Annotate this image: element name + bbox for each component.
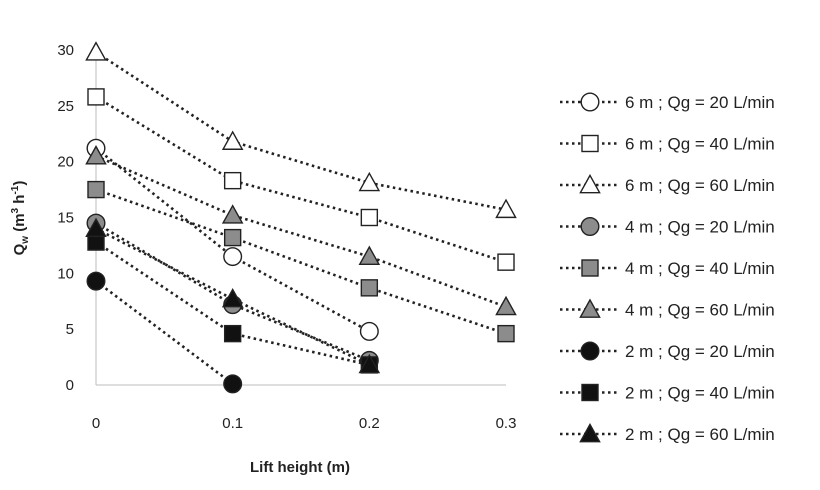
data-point: [358, 171, 381, 192]
y-axis-title-unit-close: ): [11, 181, 28, 186]
data-point: [223, 324, 242, 343]
legend-marker: [580, 92, 600, 112]
data-point: [360, 279, 379, 297]
x-tick-label: 0.2: [359, 415, 380, 432]
legend-label: 6 m ; Qg = 40 L/min: [625, 135, 775, 154]
data-point: [360, 208, 379, 227]
data-point: [223, 171, 242, 190]
legend-item: 2 m ; Qg = 60 L/min: [560, 422, 775, 444]
data-point: [358, 245, 381, 265]
y-axis-title-sub: w: [20, 236, 31, 245]
legend-marker: [580, 216, 600, 236]
legend-label: 4 m ; Qg = 20 L/min: [625, 218, 775, 237]
y-axis-title-unit-sup2: -1: [10, 185, 21, 194]
series-line: [95, 51, 507, 211]
legend-item: 2 m ; Qg = 40 L/min: [560, 384, 775, 403]
series-markers: [85, 41, 517, 394]
legend-marker: [580, 341, 600, 361]
legend-label: 6 m ; Qg = 60 L/min: [625, 176, 775, 195]
legend-label: 6 m ; Qg = 20 L/min: [625, 93, 775, 112]
series-line: [95, 188, 507, 335]
legend-item: 2 m ; Qg = 20 L/min: [560, 341, 775, 361]
x-tick-label: 0: [92, 415, 100, 432]
y-tick-label: 5: [66, 321, 74, 338]
data-point: [358, 353, 381, 374]
legend-item: 6 m ; Qg = 40 L/min: [560, 135, 775, 154]
legend-marker: [581, 134, 599, 153]
data-point: [221, 287, 244, 308]
data-point: [221, 130, 244, 150]
y-tick-label: 30: [57, 42, 74, 59]
x-axis-title: Lift height (m): [250, 459, 350, 476]
legend-label: 2 m ; Qg = 60 L/min: [625, 425, 775, 444]
legend-label: 4 m ; Qg = 40 L/min: [625, 259, 775, 278]
y-axis-title-unit-sup1: 3: [10, 207, 21, 213]
axis-ticks: 0 5 10 15 20 25 30 0 0.1 0.2 0.3: [57, 42, 516, 432]
x-tick-label: 0.1: [222, 415, 243, 432]
x-tick-label: 0.3: [496, 415, 517, 432]
legend-label: 4 m ; Qg = 60 L/min: [625, 301, 775, 320]
y-axis-title-main: Q: [11, 243, 28, 255]
y-axis-title-unit-open: (m: [11, 213, 28, 236]
data-point: [497, 253, 515, 271]
series-line: [95, 240, 370, 367]
data-point: [223, 228, 242, 247]
legend: 6 m ; Qg = 20 L/min 6 m ; Qg = 40 L/min 6 …: [560, 92, 775, 444]
y-axis-title-unit-mid: h: [11, 195, 28, 208]
data-point: [223, 374, 243, 394]
series-lines: [95, 51, 507, 385]
data-point: [497, 324, 515, 343]
data-point: [86, 271, 106, 291]
y-tick-label: 10: [57, 265, 74, 282]
data-point: [359, 321, 379, 341]
legend-marker: [581, 383, 599, 402]
legend-label: 2 m ; Qg = 20 L/min: [625, 342, 775, 361]
data-point: [495, 198, 517, 219]
data-point: [85, 217, 107, 238]
series-line: [95, 154, 507, 309]
legend-marker: [581, 259, 599, 277]
data-point: [85, 41, 107, 61]
data-point: [223, 247, 243, 267]
legend-item: 4 m ; Qg = 60 L/min: [560, 298, 775, 320]
y-tick-label: 15: [57, 210, 74, 227]
plot-area: [95, 50, 506, 386]
series-line: [95, 95, 507, 264]
legend-marker: [579, 173, 601, 194]
y-axis-title: Qw (m3 h-1): [10, 181, 31, 256]
data-point: [495, 295, 517, 316]
series-line: [95, 280, 234, 385]
data-point: [87, 180, 105, 199]
data-point: [221, 204, 244, 224]
data-point: [87, 88, 105, 106]
legend-item: 6 m ; Qg = 60 L/min: [560, 173, 775, 195]
data-point: [85, 145, 107, 165]
legend-label: 2 m ; Qg = 40 L/min: [625, 384, 775, 403]
legend-item: 6 m ; Qg = 20 L/min: [560, 92, 775, 112]
y-tick-label: 25: [57, 98, 74, 115]
y-tick-label: 20: [57, 154, 74, 171]
legend-marker: [579, 298, 601, 318]
legend-marker: [579, 422, 601, 443]
legend-item: 4 m ; Qg = 20 L/min: [560, 216, 775, 237]
y-tick-label: 0: [66, 377, 74, 394]
legend-item: 4 m ; Qg = 40 L/min: [560, 259, 775, 278]
